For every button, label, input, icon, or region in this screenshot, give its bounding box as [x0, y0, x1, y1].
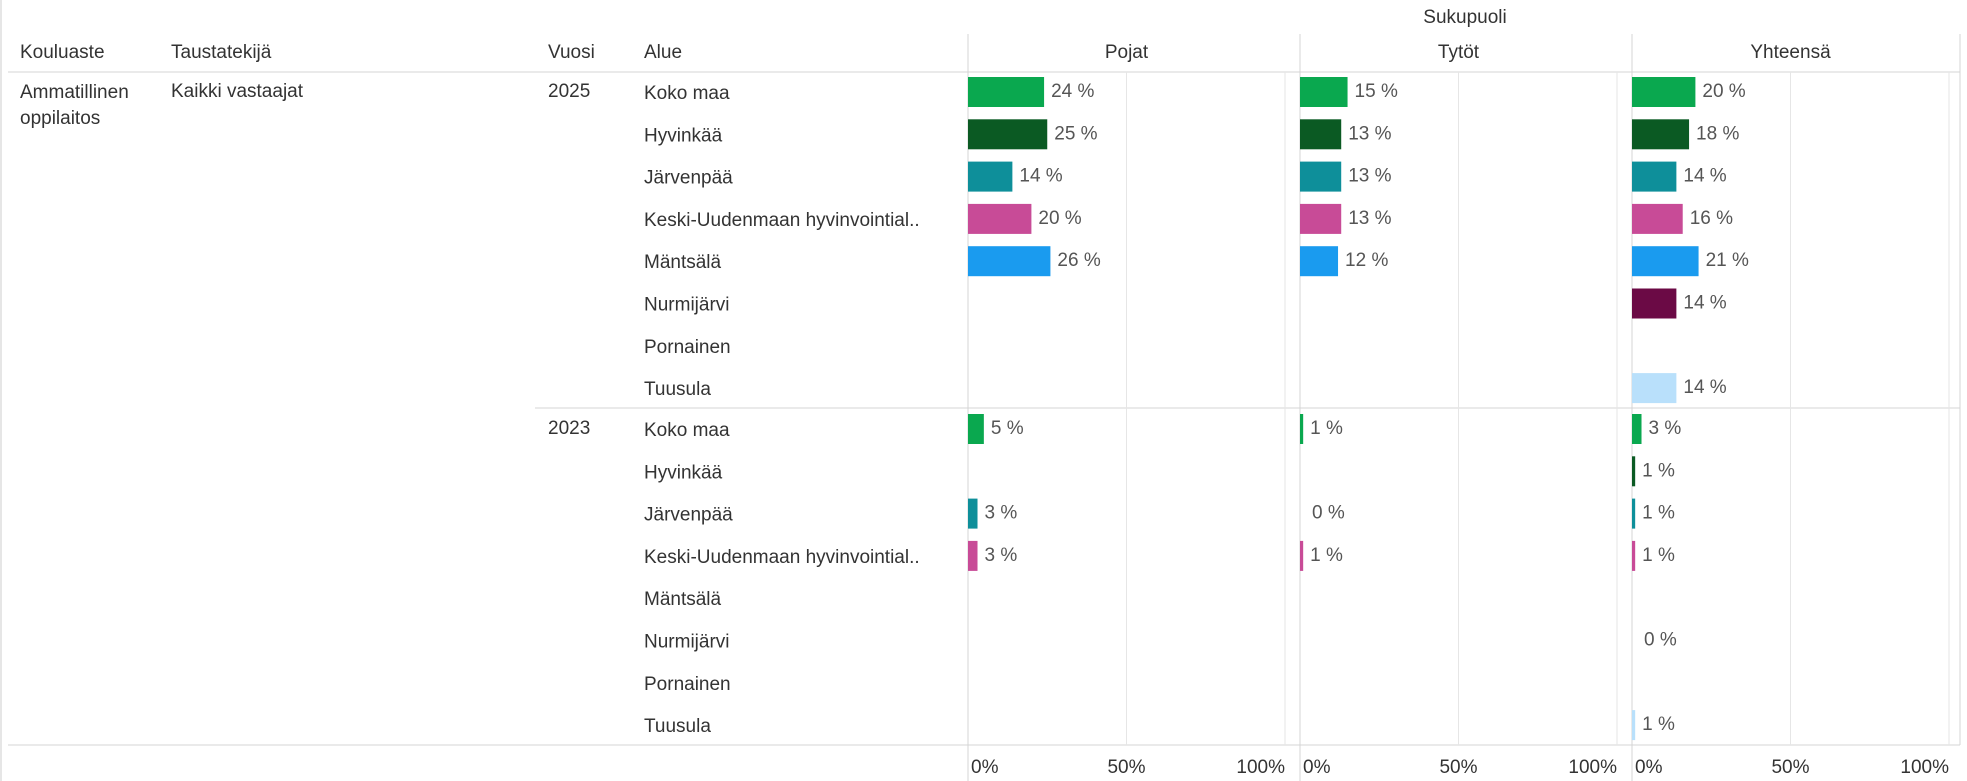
bar	[1632, 119, 1690, 150]
bar	[968, 119, 1048, 150]
bar	[1300, 246, 1339, 277]
value-label: 14 %	[1019, 166, 1062, 187]
bar	[1632, 246, 1699, 277]
region-label: Nurmijärvi	[644, 632, 730, 653]
bar	[1300, 77, 1348, 107]
value-label: 25 %	[1054, 123, 1097, 144]
value-label: 15 %	[1355, 81, 1398, 102]
value-label: 1 %	[1642, 460, 1675, 481]
bar	[1632, 710, 1636, 741]
bar	[968, 77, 1045, 107]
value-label: 12 %	[1345, 250, 1388, 271]
region-label: Tuusula	[644, 716, 711, 737]
bar	[1632, 77, 1696, 107]
region-label: Järvenpää	[644, 505, 733, 526]
bar	[1632, 373, 1677, 404]
region-label: Hyvinkää	[644, 462, 723, 483]
x-tick-label: 50%	[1771, 757, 1809, 778]
region-label: Koko maa	[644, 420, 730, 441]
x-tick-label: 0%	[971, 757, 999, 778]
panel-header: Tytöt	[1438, 42, 1480, 63]
bar	[1632, 161, 1677, 192]
bar	[968, 414, 984, 444]
value-label: 5 %	[991, 418, 1024, 439]
value-label: 3 %	[985, 545, 1018, 566]
bar	[1632, 203, 1683, 234]
x-tick-label: 100%	[1236, 757, 1285, 778]
value-label: 16 %	[1690, 208, 1733, 229]
value-label: 20 %	[1038, 208, 1081, 229]
region-label: Keski-Uudenmaan hyvinvointial..	[644, 547, 920, 568]
x-tick-label: 100%	[1900, 757, 1949, 778]
region-label: Järvenpää	[644, 168, 733, 189]
region-label: Mäntsälä	[644, 589, 722, 610]
region-label: Mäntsälä	[644, 252, 722, 273]
value-label: 26 %	[1057, 250, 1100, 271]
value-label: 13 %	[1348, 166, 1391, 187]
bar	[1300, 203, 1342, 234]
bar	[1632, 540, 1636, 571]
x-tick-label: 50%	[1107, 757, 1145, 778]
value-label: 3 %	[1649, 418, 1682, 439]
kouluaste: Ammatillinen oppilaitos	[20, 82, 129, 129]
region-label: Tuusula	[644, 379, 711, 400]
title: Sukupuoli	[1423, 7, 1506, 28]
column-header: Alue	[644, 42, 682, 63]
bar	[1300, 119, 1342, 150]
value-label: 13 %	[1348, 208, 1391, 229]
value-label: 1 %	[1642, 714, 1675, 735]
bar	[1632, 498, 1636, 529]
kouluaste-cell: Ammatillinen oppilaitos	[20, 82, 129, 129]
bar	[968, 540, 978, 571]
region-label: Hyvinkää	[644, 125, 723, 146]
bar	[968, 161, 1013, 192]
value-label: 1 %	[1642, 503, 1675, 524]
bar	[1300, 161, 1342, 192]
column-header: Vuosi	[548, 42, 595, 63]
x-tick-label: 50%	[1439, 757, 1477, 778]
value-label: 18 %	[1696, 123, 1739, 144]
region-label: Koko maa	[644, 83, 730, 104]
value-label: 1 %	[1310, 418, 1343, 439]
value-label: 0 %	[1312, 503, 1345, 524]
value-label: 20 %	[1702, 81, 1745, 102]
value-label: 14 %	[1683, 377, 1726, 398]
region-label: Nurmijärvi	[644, 295, 730, 316]
value-label: 1 %	[1642, 545, 1675, 566]
value-label: 21 %	[1706, 250, 1749, 271]
x-tick-label: 0%	[1303, 757, 1331, 778]
bar	[1300, 540, 1304, 571]
year: 2025	[548, 81, 590, 102]
x-tick-label: 0%	[1635, 757, 1663, 778]
value-label: 1 %	[1310, 545, 1343, 566]
taustatekija: Kaikki vastaajat	[171, 81, 304, 102]
bar	[968, 498, 978, 529]
bar	[968, 203, 1032, 234]
x-tick-label: 100%	[1568, 757, 1617, 778]
column-header: Kouluaste	[20, 42, 105, 63]
bar	[1632, 288, 1677, 319]
bar	[1300, 414, 1304, 444]
value-label: 14 %	[1683, 166, 1726, 187]
panel-header: Yhteensä	[1750, 42, 1831, 63]
region-label: Pornainen	[644, 674, 731, 695]
value-label: 13 %	[1348, 123, 1391, 144]
panel-header: Pojat	[1105, 42, 1149, 63]
value-label: 0 %	[1644, 630, 1677, 651]
bar	[1632, 456, 1636, 487]
value-label: 24 %	[1051, 81, 1094, 102]
column-header: Taustatekijä	[171, 42, 272, 63]
value-label: 14 %	[1683, 293, 1726, 314]
value-label: 3 %	[985, 503, 1018, 524]
bar	[1632, 414, 1642, 444]
region-label: Pornainen	[644, 337, 731, 358]
bar	[968, 246, 1051, 277]
region-label: Keski-Uudenmaan hyvinvointial..	[644, 210, 920, 231]
year: 2023	[548, 418, 590, 439]
